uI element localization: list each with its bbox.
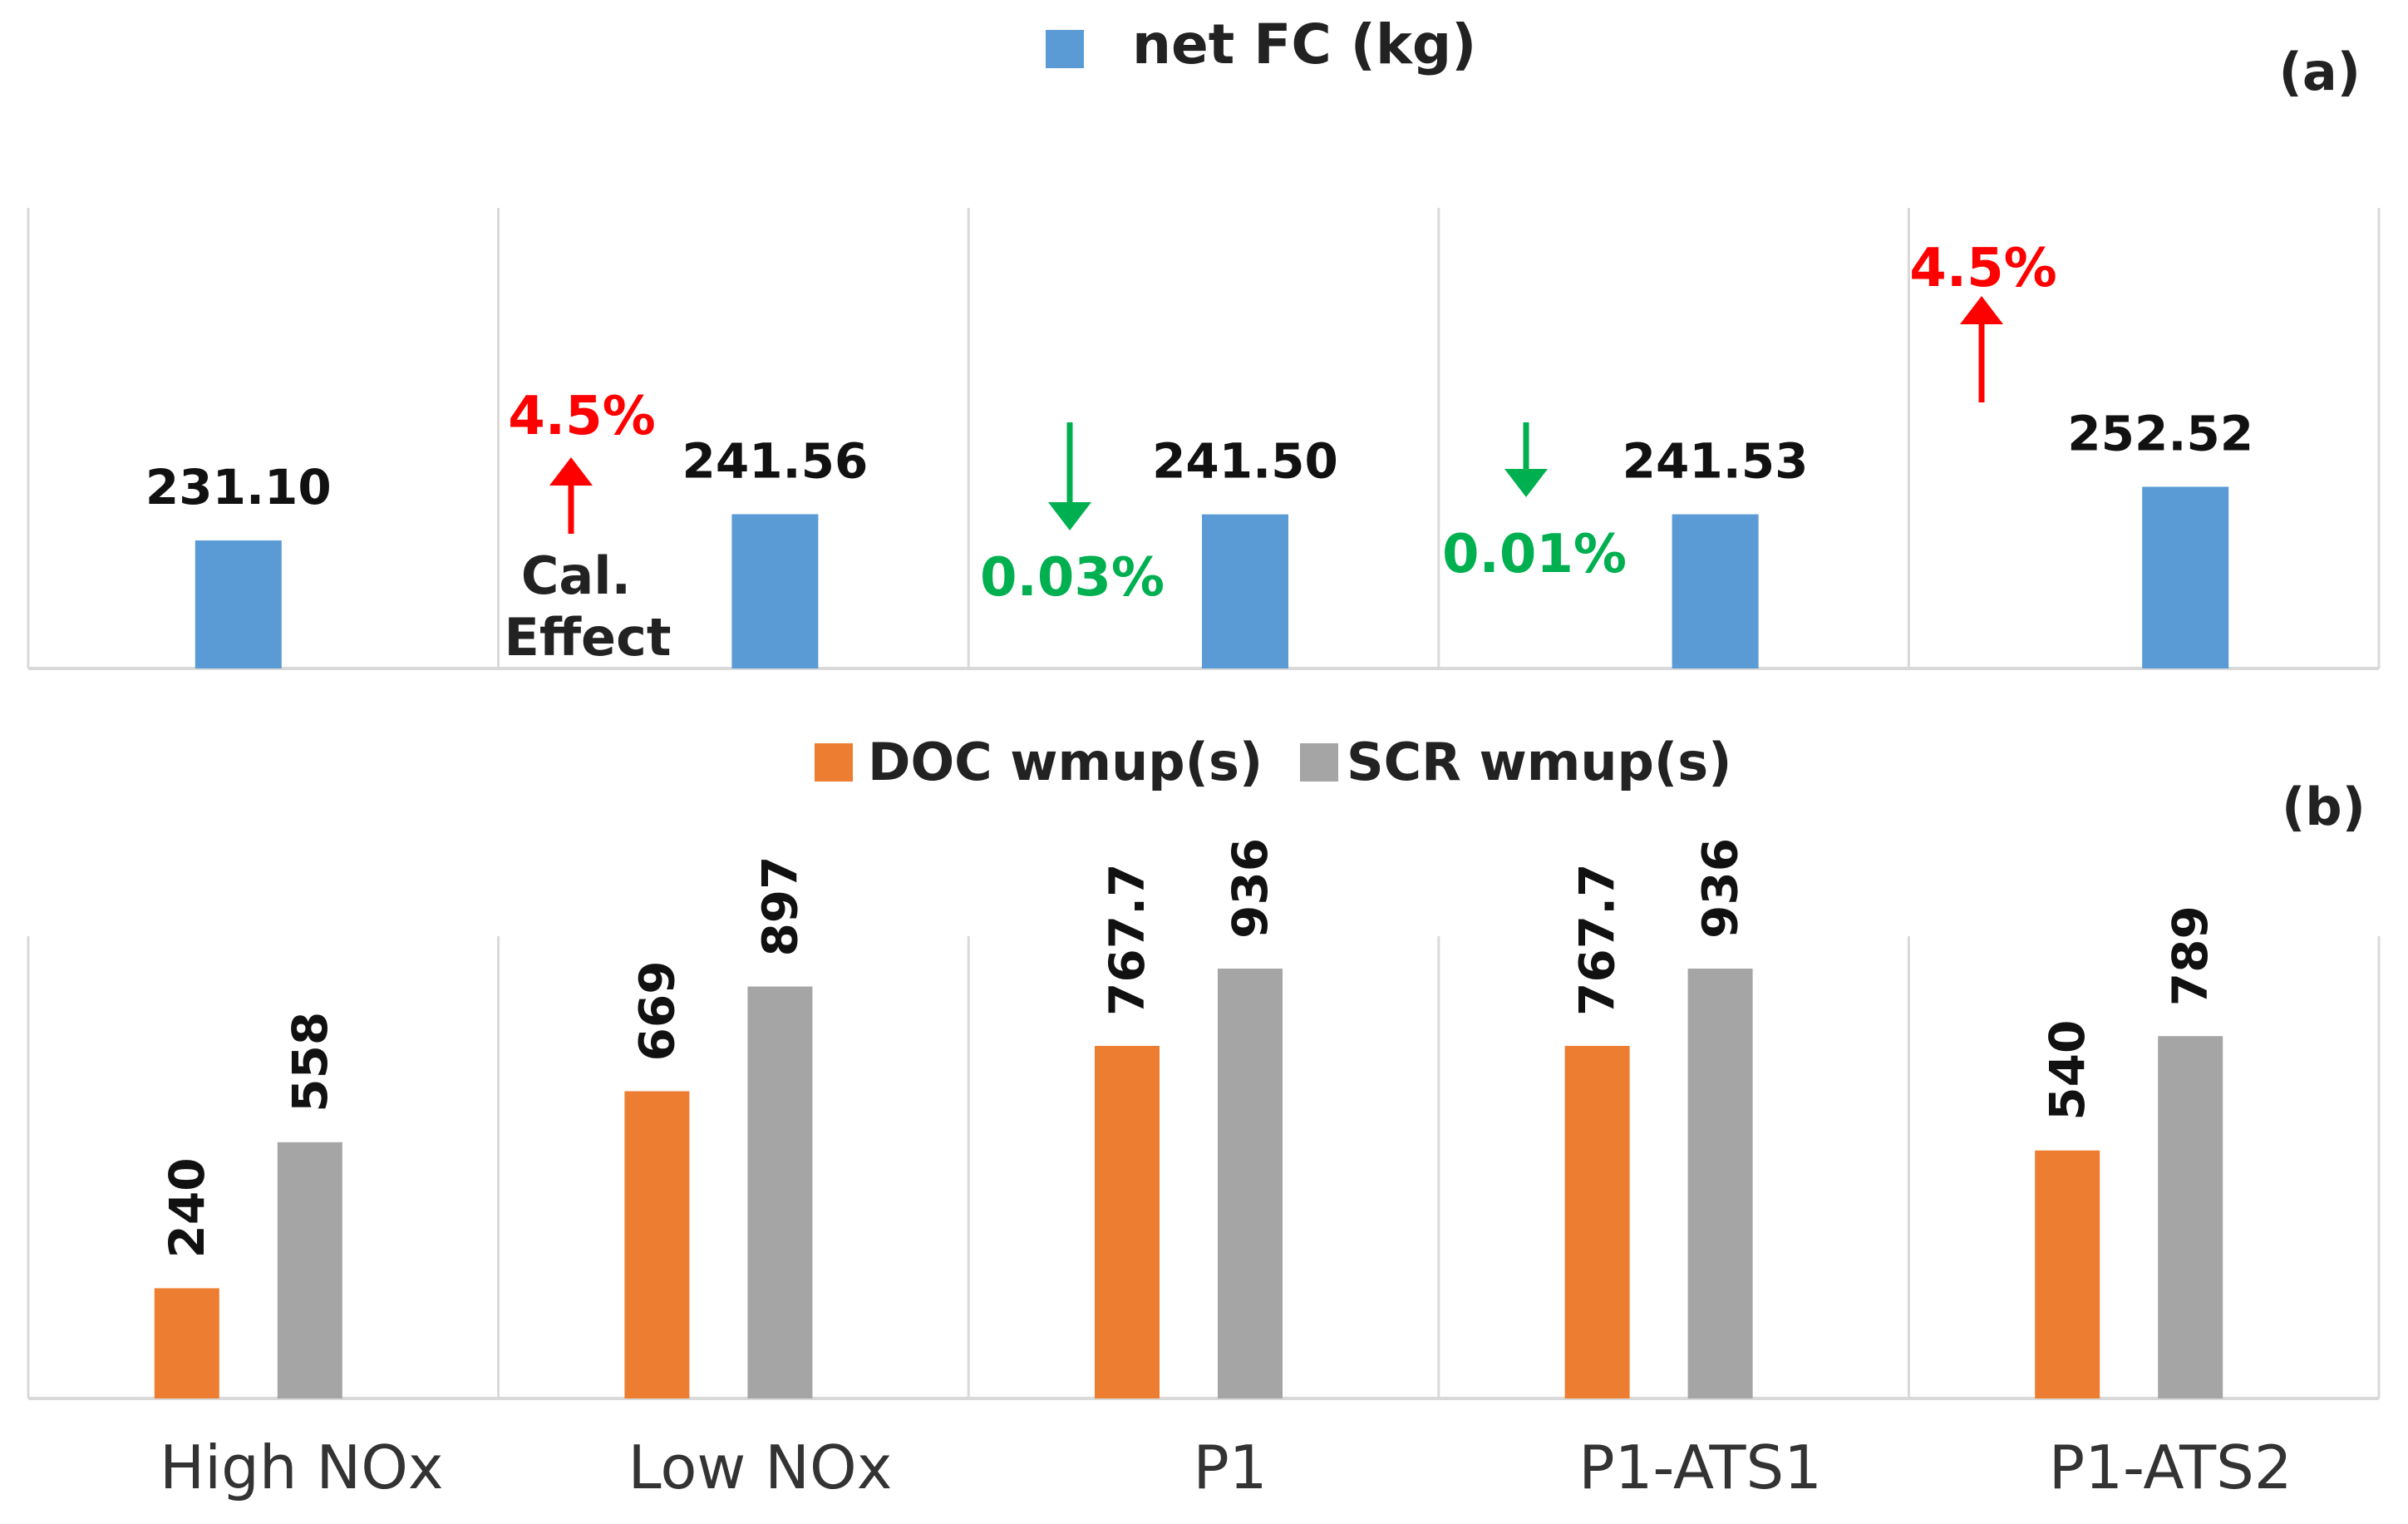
x-tick-label-p1: P1 <box>1193 1433 1267 1502</box>
legend-label-doc: DOC wmup(s) <box>868 732 1263 792</box>
annotation-low-nox-note-line1: Cal. <box>521 545 631 606</box>
data-label-scr-wmup-s-p1: 936 <box>1222 838 1278 939</box>
data-label-net-fc-p1-ats1: 241.53 <box>1623 433 1809 490</box>
x-tick-label-p1-ats1: P1-ATS1 <box>1578 1433 1822 1502</box>
data-label-net-fc-high-nox: 231.10 <box>145 459 332 515</box>
data-label-scr-wmup-s-p1-ats1: 936 <box>1692 838 1749 939</box>
data-label-scr-wmup-s-p1-ats2: 789 <box>2162 905 2218 1006</box>
legend-swatch-net-fc <box>1046 30 1084 68</box>
bar-scr-wmup-s-p1 <box>1218 969 1283 1398</box>
data-label-doc-wmup-s-p1: 767.7 <box>1099 863 1155 1015</box>
bar-net-fc-p1 <box>1202 514 1288 668</box>
data-label-scr-wmup-s-high-nox: 558 <box>282 1012 338 1112</box>
bar-doc-wmup-s-high-nox <box>154 1288 219 1398</box>
bar-net-fc-high-nox <box>195 540 282 668</box>
x-tick-label-low-nox: Low NOx <box>628 1433 892 1502</box>
data-label-doc-wmup-s-low-nox: 669 <box>628 960 685 1061</box>
legend-label-scr: SCR wmup(s) <box>1347 732 1731 792</box>
annotation-p1-ats1-percent: 0.01% <box>1442 524 1627 585</box>
bar-scr-wmup-s-high-nox <box>277 1142 342 1398</box>
annotation-low-nox-note-line2: Effect <box>504 607 671 668</box>
x-tick-label-high-nox: High NOx <box>160 1433 444 1502</box>
annotation-p1-arrow-head <box>1048 502 1091 530</box>
data-label-net-fc-p1: 241.50 <box>1152 433 1338 490</box>
data-label-net-fc-low-nox: 241.56 <box>682 432 868 489</box>
bar-doc-wmup-s-low-nox <box>624 1091 690 1398</box>
data-label-scr-wmup-s-low-nox: 897 <box>751 856 808 956</box>
legend-swatch-scr <box>1300 743 1338 782</box>
annotation-low-nox-percent: 4.5% <box>508 386 656 447</box>
bar-doc-wmup-s-p1-ats1 <box>1564 1045 1630 1398</box>
bar-scr-wmup-s-p1-ats1 <box>1687 969 1753 1398</box>
legend-label-net-fc: net FC (kg) <box>1132 12 1476 76</box>
data-label-doc-wmup-s-high-nox: 240 <box>159 1157 215 1258</box>
x-tick-label-p1-ats2: P1-ATS2 <box>2049 1433 2292 1502</box>
annotation-p1-ats2-arrow-head <box>1960 296 2003 324</box>
annotation-p1-ats2-percent: 4.5% <box>1909 238 2057 299</box>
bar-net-fc-low-nox <box>731 514 819 668</box>
bar-doc-wmup-s-p1-ats2 <box>2035 1150 2100 1398</box>
annotation-p1-ats1-arrow-head <box>1504 469 1548 497</box>
bar-scr-wmup-s-p1-ats2 <box>2158 1036 2223 1398</box>
data-label-net-fc-p1-ats2: 252.52 <box>2067 405 2253 461</box>
panel-tag-b: (b) <box>2282 777 2366 837</box>
bar-doc-wmup-s-p1 <box>1095 1045 1160 1398</box>
data-label-doc-wmup-s-p1-ats2: 540 <box>2039 1020 2095 1121</box>
bar-net-fc-p1-ats1 <box>1672 514 1759 668</box>
annotation-p1-percent: 0.03% <box>980 547 1165 609</box>
annotation-low-nox-arrow-head <box>549 457 593 486</box>
legend-swatch-doc <box>815 743 853 782</box>
bar-net-fc-p1-ats2 <box>2142 486 2229 668</box>
data-label-doc-wmup-s-p1-ats1: 767.7 <box>1569 863 1626 1015</box>
bar-scr-wmup-s-low-nox <box>747 986 813 1398</box>
panel-tag-a: (a) <box>2278 42 2361 102</box>
